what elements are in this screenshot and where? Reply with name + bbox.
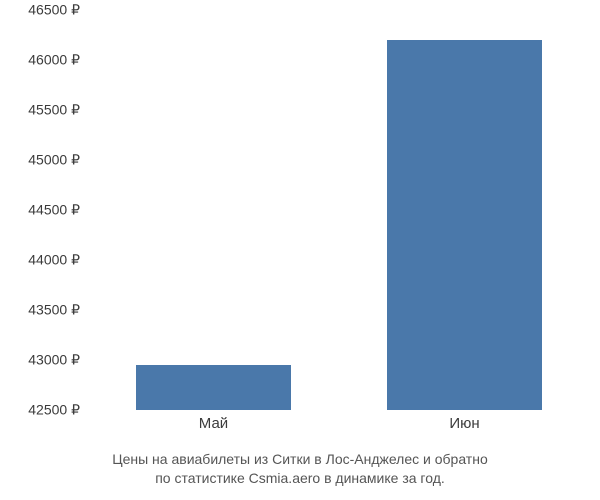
y-tick-label: 45000 ₽ [28,152,80,169]
y-tick-label: 43000 ₽ [28,352,80,369]
chart-plot-area [88,10,590,410]
x-axis: Май Июн [88,415,590,440]
caption-line-2: по статистике Csmia.aero в динамике за г… [155,470,445,486]
y-tick-label: 42500 ₽ [28,402,80,419]
bar [387,40,543,410]
x-tick-label: Май [199,415,228,432]
x-tick-label: Июн [449,415,479,432]
y-tick-label: 44000 ₽ [28,252,80,269]
y-tick-label: 43500 ₽ [28,302,80,319]
y-axis: 42500 ₽43000 ₽43500 ₽44000 ₽44500 ₽45000… [10,10,88,410]
bar [136,365,292,410]
price-chart: 42500 ₽ 43000 ₽ 43500 ₽ 44000 ₽ 44500 ₽ 45000… [10,10,590,440]
y-tick-label: 46500 ₽ [28,2,80,19]
y-tick-label: 46000 ₽ [28,52,80,69]
caption-line-1: Цены на авиабилеты из Ситки в Лос-Анджел… [112,451,488,467]
y-tick-label: 44500 ₽ [28,202,80,219]
y-tick-label: 45500 ₽ [28,102,80,119]
chart-caption: Цены на авиабилеты из Ситки в Лос-Анджел… [0,450,600,488]
